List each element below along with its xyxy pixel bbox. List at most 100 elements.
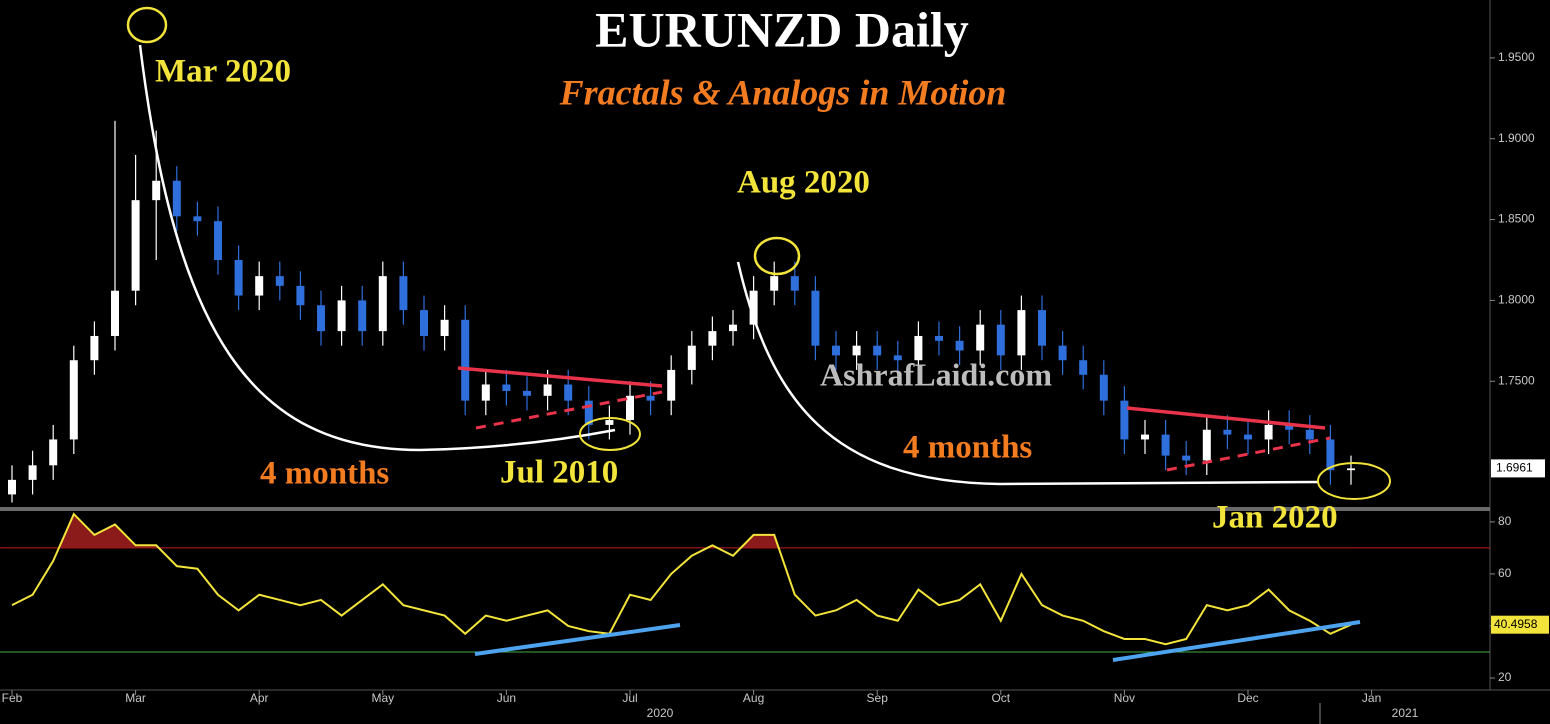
candle-body <box>481 384 490 401</box>
overbought-fill <box>12 514 1351 548</box>
candle-body <box>1182 455 1191 461</box>
candle-body <box>296 285 305 306</box>
candle-body <box>564 384 573 401</box>
candle-body <box>1244 434 1252 440</box>
candle-body <box>729 324 737 332</box>
candle-body <box>626 395 634 421</box>
candle-body <box>1079 360 1088 375</box>
candle-body <box>1347 468 1355 471</box>
y-tick-label: 1.9000 <box>1498 131 1535 145</box>
candle-body <box>8 479 16 495</box>
highlight-circle <box>753 236 801 276</box>
annotation: Jul 2010 <box>500 455 618 491</box>
candle-body <box>935 335 943 341</box>
chart-title: EURUNZD Daily <box>595 1 969 57</box>
rsi-line <box>11 512 1352 646</box>
x-tick-label: Dec <box>1237 691 1258 705</box>
trendline <box>475 390 663 430</box>
candle-body <box>584 400 593 425</box>
candle-body <box>172 180 181 217</box>
x-tick-label: Aug <box>743 691 764 705</box>
y-tick-label: 1.8500 <box>1498 212 1535 226</box>
candle-body <box>1058 345 1067 361</box>
drawn-annotations <box>126 6 1391 662</box>
candle-body <box>708 331 717 346</box>
candle-body <box>69 360 78 440</box>
x-year-label: 2020 <box>647 706 674 720</box>
candle-body <box>811 290 820 346</box>
last-rsi-tag <box>1491 615 1549 634</box>
candle-body <box>1326 439 1335 471</box>
x-year-label: 2021 <box>1392 706 1419 720</box>
watermark: AshrafLaidi.com <box>820 356 1052 392</box>
candle-body <box>234 259 243 296</box>
trendline <box>1166 436 1331 472</box>
candle-body <box>667 369 676 401</box>
candle-body <box>523 390 531 396</box>
candle-body <box>152 180 161 201</box>
trendline <box>474 623 681 656</box>
candle-body <box>976 324 985 351</box>
candle-body <box>28 465 37 480</box>
candle-body <box>832 345 840 356</box>
candle-body <box>317 305 325 332</box>
x-tick-label: Apr <box>250 691 269 705</box>
y-tick-label: 80 <box>1498 514 1512 528</box>
candle-body <box>1038 310 1046 346</box>
candle-body <box>358 300 367 332</box>
annotation: 4 months <box>903 430 1032 466</box>
highlight-circle <box>1317 462 1391 500</box>
candle-body <box>90 335 99 361</box>
highlight-circle <box>579 417 641 451</box>
x-tick-label: Nov <box>1114 691 1135 705</box>
annotation: Aug 2020 <box>737 165 870 201</box>
candle-body <box>543 384 552 396</box>
trendline <box>1126 406 1326 430</box>
candle-body <box>1017 310 1026 356</box>
y-tick-label: 1.9500 <box>1498 50 1535 64</box>
candle-body <box>996 324 1005 356</box>
candle-body <box>440 319 449 336</box>
candle-body <box>1305 429 1314 440</box>
candle-body <box>337 300 346 332</box>
candle-body <box>646 395 655 401</box>
candle-body <box>502 384 511 391</box>
annotation: 4 months <box>260 456 389 492</box>
candle-body <box>49 439 58 466</box>
candle-body <box>914 335 923 361</box>
candle-body <box>873 345 882 356</box>
chart-subtitle: Fractals & Analogs in Motion <box>559 72 1007 112</box>
x-tick-label: Jul <box>622 691 637 705</box>
trendline <box>1112 620 1361 662</box>
last-price-tag <box>1491 459 1545 478</box>
candle-body <box>1202 429 1211 461</box>
y-tick-label: 1.8000 <box>1498 293 1535 307</box>
y-tick-label: 20 <box>1498 670 1512 684</box>
x-tick-label: Mar <box>125 691 146 705</box>
y-tick-label: 1.7500 <box>1498 373 1535 387</box>
highlight-circle <box>126 6 168 44</box>
candle-body <box>214 221 222 260</box>
last-rsi-label: 40.4958 <box>1494 617 1538 631</box>
candle-body <box>687 345 696 370</box>
last-price-label: 1.6961 <box>1496 461 1533 475</box>
candle-body <box>893 355 902 361</box>
candle-body <box>111 290 119 336</box>
curve <box>736 261 1319 486</box>
candle-body <box>749 290 758 325</box>
curve <box>138 44 616 452</box>
x-tick-label: Feb <box>2 691 23 705</box>
candle-body <box>1264 424 1273 440</box>
annotation: Mar 2020 <box>155 54 291 90</box>
candle-body <box>955 340 964 351</box>
x-tick-label: Jun <box>497 691 516 705</box>
candle-body <box>1161 434 1170 456</box>
candle-body <box>131 200 140 291</box>
candle-body <box>420 310 428 336</box>
candle-body <box>193 216 202 222</box>
candle-body <box>399 276 408 311</box>
annotation: Jan 2020 <box>1212 500 1338 536</box>
x-tick-label: May <box>371 691 394 705</box>
candle-body <box>275 276 284 286</box>
